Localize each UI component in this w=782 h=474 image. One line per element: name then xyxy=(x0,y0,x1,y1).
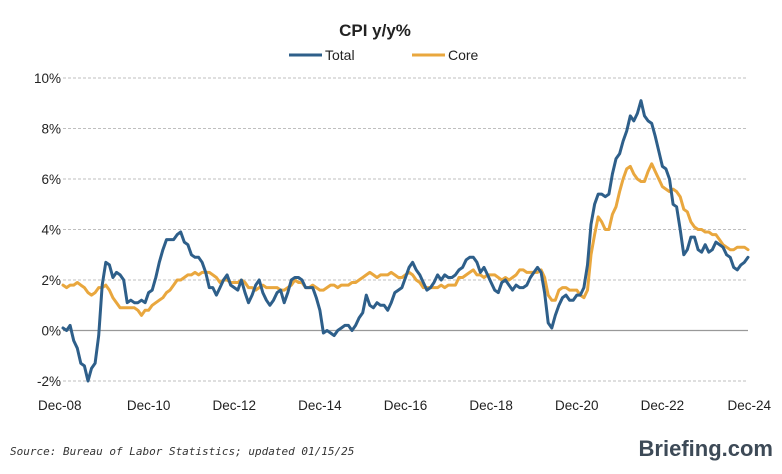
gridlines xyxy=(63,77,748,382)
x-tick-label: Dec-18 xyxy=(469,398,513,413)
y-axis-tick-labels: -2% 0% 2% 4% 6% 8% 10% xyxy=(34,71,61,389)
x-tick-label: Dec-14 xyxy=(298,398,342,413)
svg-text:Briefing.com: Briefing.com xyxy=(639,436,773,461)
series-line-total xyxy=(61,99,750,383)
y-tick-label: 10% xyxy=(34,71,61,86)
brand-tld: .com xyxy=(722,436,773,461)
source-note: Source: Bureau of Labor Statistics; upda… xyxy=(10,445,354,458)
y-tick-label: 0% xyxy=(41,324,61,339)
x-tick-label: Dec-12 xyxy=(212,398,256,413)
x-tick-label: Dec-20 xyxy=(555,398,599,413)
legend-label-total: Total xyxy=(325,47,355,63)
x-tick-label: Dec-16 xyxy=(384,398,428,413)
x-axis-tick-labels: Dec-08 Dec-10 Dec-12 Dec-14 Dec-16 Dec-18 Dec-… xyxy=(38,398,771,413)
x-tick-label: Dec-24 xyxy=(727,398,771,413)
y-tick-label: -2% xyxy=(37,374,61,389)
x-tick-label: Dec-10 xyxy=(127,398,171,413)
y-tick-label: 2% xyxy=(41,273,61,288)
y-tick-label: 6% xyxy=(41,172,61,187)
brand-name: Briefing xyxy=(639,436,722,461)
brand-logo: Briefing.com xyxy=(639,436,773,461)
legend: Total Core xyxy=(289,47,479,63)
x-tick-label: Dec-22 xyxy=(641,398,685,413)
y-tick-label: 8% xyxy=(41,122,61,137)
series-lines xyxy=(61,99,750,383)
legend-label-core: Core xyxy=(448,47,479,63)
x-tick-label: Dec-08 xyxy=(38,398,82,413)
y-tick-label: 4% xyxy=(41,223,61,238)
chart-title: CPI y/y% xyxy=(339,21,411,40)
